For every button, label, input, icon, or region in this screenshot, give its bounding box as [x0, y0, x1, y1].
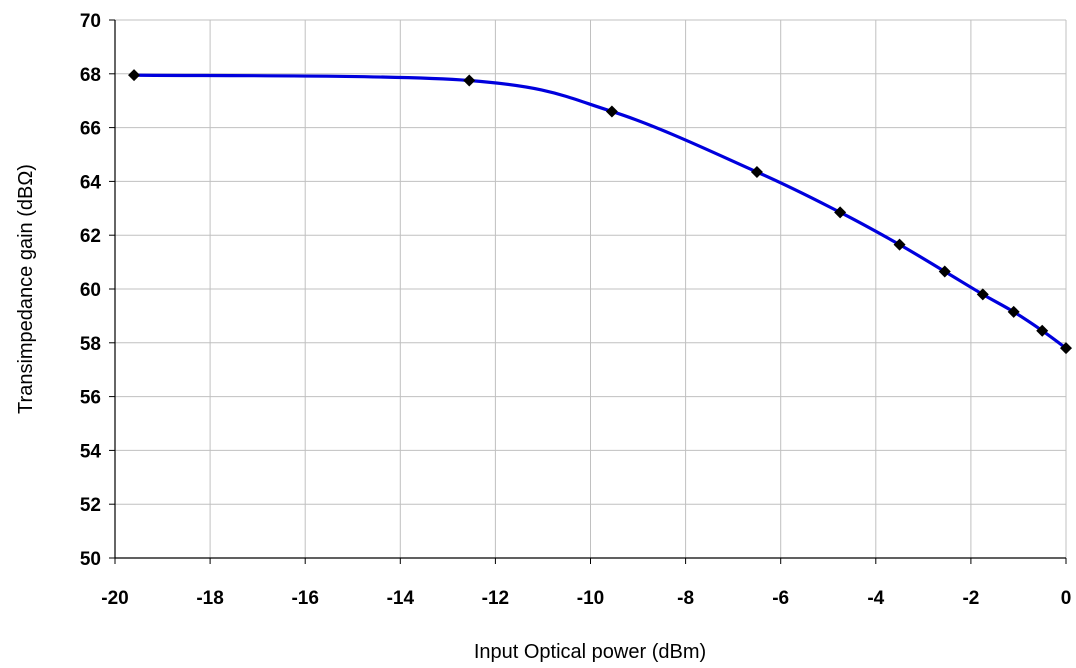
data-point-marker [128, 69, 141, 82]
x-tick-label: -2 [962, 588, 979, 609]
data-point-marker [605, 105, 618, 118]
data-point-marker [750, 165, 763, 178]
x-tick-label: -14 [387, 588, 415, 609]
x-tick-label: -4 [867, 588, 884, 609]
gridlines [114, 19, 1067, 559]
y-tick-label: 66 [80, 119, 101, 140]
x-tick-label: -16 [291, 588, 318, 609]
y-axis-label: Transimpedance gain (dBΩ) [15, 164, 37, 414]
y-tick-label: 70 [80, 11, 101, 32]
y-axis-ticks: 50 52 54 56 58 60 62 64 66 68 70 [80, 11, 115, 570]
y-tick-label: 50 [80, 549, 101, 570]
x-axis-label: Input Optical power (dBm) [474, 641, 706, 663]
x-tick-label: -18 [196, 588, 223, 609]
x-tick-label: -20 [101, 588, 128, 609]
data-point-marker [1036, 324, 1049, 337]
data-point-marker [463, 74, 476, 87]
series-markers [128, 69, 1072, 355]
data-point-marker [893, 238, 906, 251]
x-tick-label: -6 [772, 588, 789, 609]
y-tick-label: 60 [80, 280, 101, 301]
y-tick-label: 62 [80, 226, 101, 247]
data-point-marker [834, 206, 847, 219]
data-point-marker [1060, 342, 1072, 355]
series-line [133, 73, 1067, 350]
x-tick-label: -12 [482, 588, 509, 609]
x-tick-label: -10 [577, 588, 604, 609]
y-tick-label: 54 [80, 441, 102, 462]
x-tick-label: 0 [1061, 588, 1072, 609]
x-axis-ticks: -20 -18 -16 -14 -12 -10 -8 -6 -4 -2 0 [101, 558, 1071, 609]
y-tick-label: 64 [80, 172, 102, 193]
data-point-marker [938, 265, 951, 278]
data-point-marker [976, 288, 989, 301]
y-tick-label: 56 [80, 388, 101, 409]
y-tick-label: 52 [80, 495, 101, 516]
x-tick-label: -8 [677, 588, 694, 609]
y-tick-label: 68 [80, 65, 101, 86]
series-lines [133, 73, 1067, 350]
y-tick-label: 58 [80, 334, 101, 355]
data-point-marker [1007, 305, 1020, 318]
